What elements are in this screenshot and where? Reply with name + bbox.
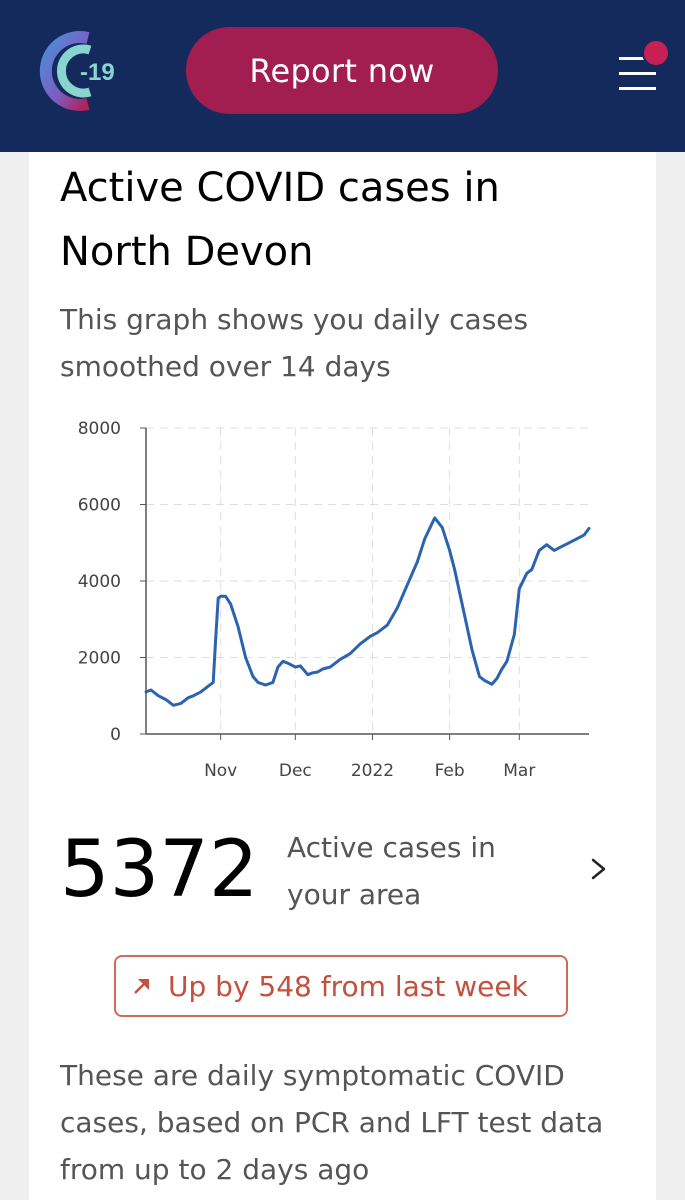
chart-description: This graph shows you daily cases smoothe…	[60, 303, 529, 383]
y-tick-label: 6000	[78, 496, 121, 516]
active-cases-count: 5372	[60, 825, 259, 915]
trend-text: Up by 548 from last week	[168, 969, 528, 1003]
notification-dot-icon	[642, 39, 670, 67]
x-tick-label: Mar	[503, 761, 535, 781]
logo-text: -19	[80, 59, 115, 86]
x-tick-label: Dec	[279, 761, 312, 781]
y-tick-label: 8000	[78, 419, 121, 439]
data-footnote: These are daily symptomatic COVID cases,…	[60, 1059, 604, 1186]
active-cases-chart: 0 2000 4000 6000 8000 Nov Dec 2022 Feb Mar	[78, 419, 591, 781]
y-tick-label: 2000	[78, 649, 121, 669]
menu-button[interactable]	[612, 36, 672, 96]
x-tick-label: Nov	[204, 761, 237, 781]
app-logo[interactable]: -19	[28, 28, 136, 114]
arrow-up-right-icon	[134, 979, 149, 994]
active-cases-label: Active cases in your area	[287, 831, 496, 911]
weekly-trend-badge: Up by 548 from last week	[114, 955, 568, 1017]
chevron-right-icon[interactable]	[585, 852, 613, 886]
y-tick-label: 4000	[78, 572, 121, 592]
active-cases-card: Active COVID cases in North Devon This g…	[29, 152, 656, 1200]
report-now-button[interactable]: Report now	[186, 27, 498, 114]
top-navigation-bar: -19 Report now	[0, 0, 685, 152]
series-line-active-cases	[144, 516, 591, 707]
x-tick-label: 2022	[351, 761, 394, 781]
x-tick-label: Feb	[435, 761, 465, 781]
y-tick-label: 0	[110, 725, 121, 745]
page-title: Active COVID cases in North Devon	[60, 165, 500, 275]
